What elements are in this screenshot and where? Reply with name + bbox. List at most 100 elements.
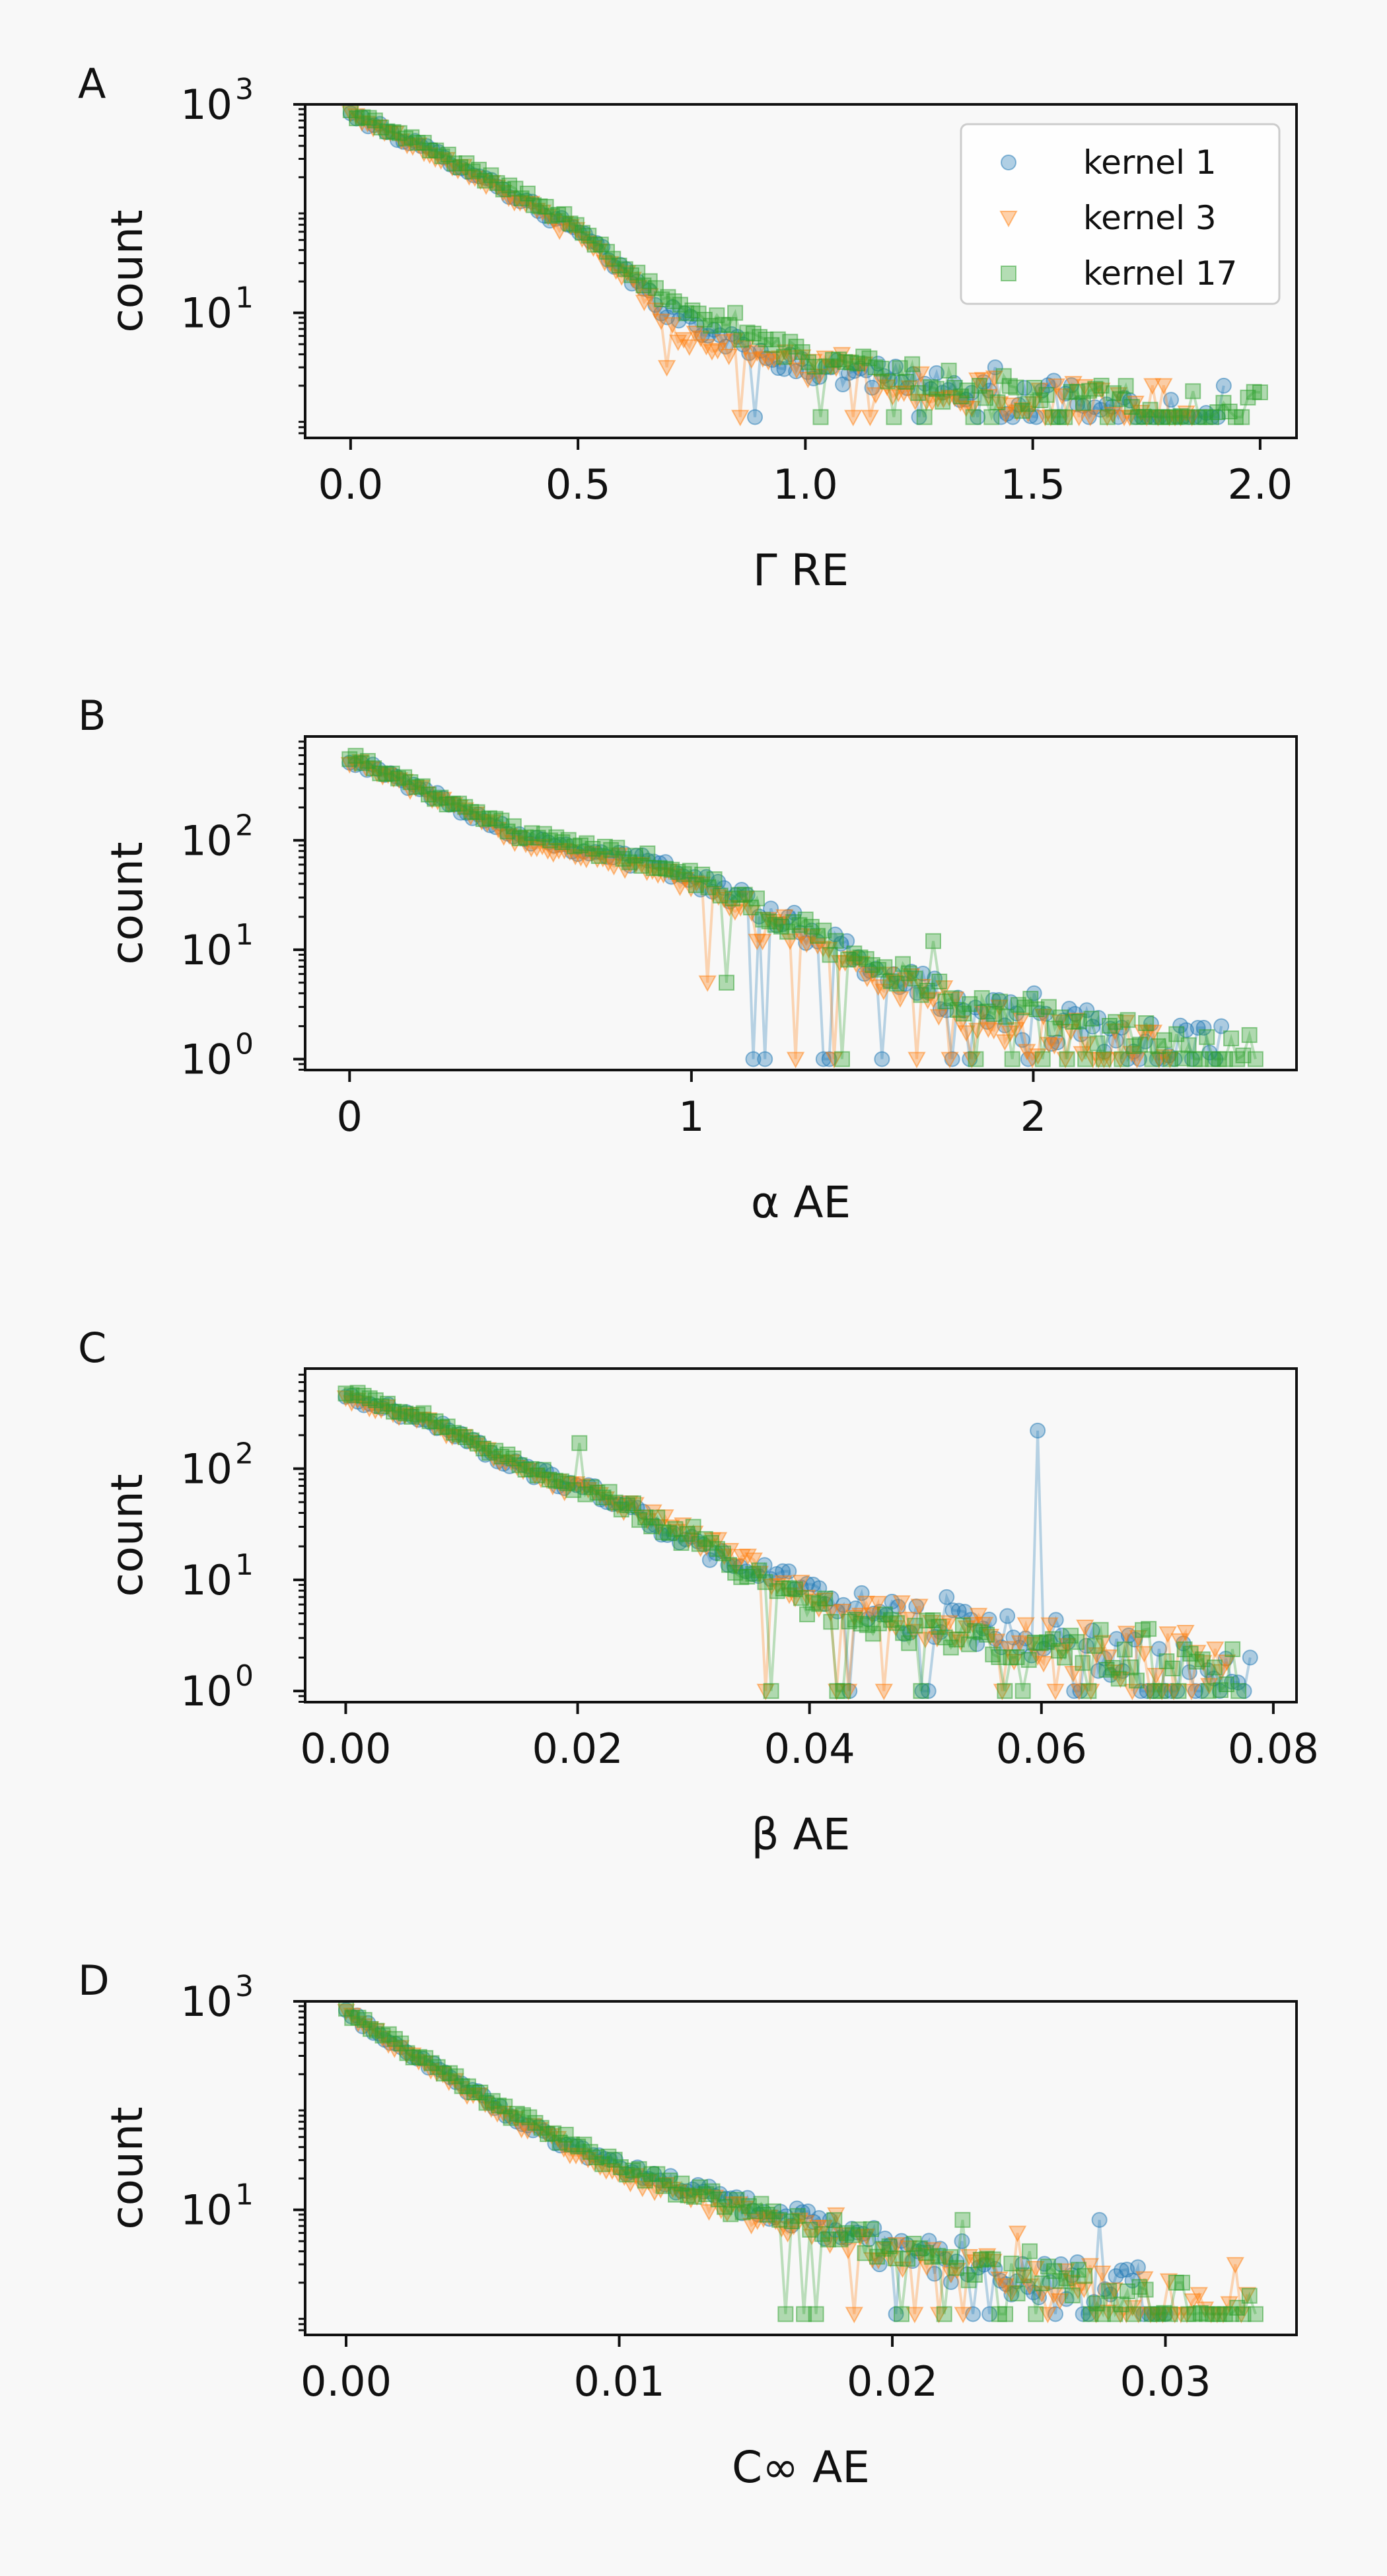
data-point <box>524 825 540 841</box>
data-point <box>623 267 639 283</box>
data-point <box>361 1390 378 1406</box>
data-point <box>985 370 1004 387</box>
data-point <box>871 1615 887 1631</box>
data-point <box>989 394 1006 410</box>
data-point <box>1092 382 1111 400</box>
data-point <box>983 409 1000 425</box>
data-point <box>749 890 765 907</box>
data-point <box>556 206 573 223</box>
data-point <box>831 351 847 368</box>
data-point <box>1015 2267 1032 2283</box>
data-point <box>869 979 888 996</box>
y-tick-exponent: 1 <box>235 918 254 952</box>
data-point <box>639 845 656 862</box>
data-point <box>946 380 963 396</box>
data-point <box>962 400 981 417</box>
data-point <box>527 2115 544 2131</box>
data-point <box>791 917 808 933</box>
data-point <box>398 130 414 147</box>
x-tick-label: 0.5 <box>546 460 611 509</box>
data-point <box>1040 999 1057 1015</box>
data-point <box>631 2161 647 2177</box>
data-point <box>1143 378 1162 395</box>
data-point <box>669 334 688 351</box>
legend-entry: kernel 17 <box>1083 254 1237 293</box>
data-point <box>617 261 633 277</box>
data-point <box>477 172 493 189</box>
data-point <box>901 1635 917 1651</box>
data-point <box>942 1639 959 1656</box>
data-point <box>1045 1038 1064 1055</box>
data-point <box>1008 2225 1027 2242</box>
data-point <box>655 2178 672 2194</box>
data-point <box>1099 409 1116 425</box>
data-point <box>755 912 771 928</box>
data-point <box>876 1606 893 1623</box>
y-tick-label: 10 <box>180 289 232 338</box>
data-point <box>1215 377 1232 394</box>
data-point <box>845 2227 861 2243</box>
data-point <box>488 179 507 196</box>
data-point <box>763 1683 779 1699</box>
data-point <box>906 2307 924 2324</box>
data-point <box>686 2188 702 2205</box>
data-point <box>402 774 419 791</box>
data-point <box>924 2248 941 2265</box>
data-point <box>910 1598 929 1616</box>
data-point <box>1213 1018 1230 1034</box>
data-point <box>874 1051 890 1067</box>
y-tick-label: 10 <box>180 81 232 129</box>
data-point <box>826 2212 843 2229</box>
data-point <box>968 1022 987 1040</box>
data-point <box>1214 2307 1232 2324</box>
data-point <box>892 360 908 376</box>
data-point <box>863 1607 882 1624</box>
data-point <box>891 991 909 1008</box>
data-point <box>698 975 717 992</box>
data-point <box>1135 1622 1151 1638</box>
data-point <box>1235 1047 1252 1063</box>
data-point <box>1057 1649 1073 1666</box>
x-tick-label: 2.0 <box>1228 460 1293 509</box>
data-point <box>1192 2305 1209 2321</box>
data-point <box>1019 406 1038 423</box>
x-tick-label: 1.0 <box>773 460 838 509</box>
data-point <box>861 410 880 427</box>
data-point <box>1092 1622 1109 1638</box>
data-point <box>1046 1684 1065 1701</box>
data-point <box>385 124 402 140</box>
data-point <box>941 363 957 379</box>
data-point <box>736 886 753 903</box>
data-point <box>548 829 565 845</box>
data-point <box>470 1435 486 1452</box>
axes-frame <box>304 2000 1298 2336</box>
data-point <box>1026 2260 1045 2278</box>
data-point <box>929 2307 948 2324</box>
data-point <box>904 356 921 373</box>
data-point <box>823 1614 839 1630</box>
data-point <box>965 409 981 425</box>
data-point <box>672 297 688 313</box>
data-point <box>573 837 589 853</box>
data-point <box>654 291 670 308</box>
data-point <box>513 190 530 207</box>
data-point <box>1046 2263 1063 2279</box>
data-point <box>1042 410 1060 427</box>
x-tick-label: 0.08 <box>1228 1725 1319 1773</box>
data-point <box>712 887 729 904</box>
data-point <box>1093 1635 1112 1652</box>
data-point <box>871 962 887 978</box>
x-tick-label: 0.0 <box>318 460 384 509</box>
data-point <box>1016 1617 1035 1634</box>
data-point <box>521 2109 538 2126</box>
data-point <box>1076 1619 1094 1637</box>
data-point <box>579 835 595 851</box>
data-point <box>786 1052 805 1069</box>
data-point <box>727 1565 744 1581</box>
data-point <box>1219 1676 1235 1693</box>
data-point <box>954 2307 972 2324</box>
data-point <box>1106 385 1122 402</box>
y-axis-label: count <box>102 2106 153 2229</box>
